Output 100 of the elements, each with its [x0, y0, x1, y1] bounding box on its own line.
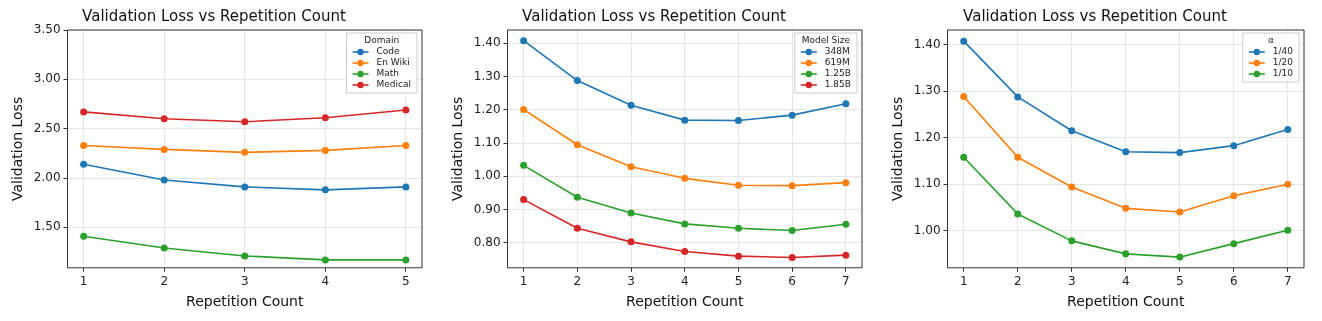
point — [321, 114, 329, 122]
point — [1014, 153, 1022, 161]
point — [321, 146, 329, 154]
point — [573, 193, 581, 201]
point — [842, 100, 850, 108]
x-axis-title: Repetition Count — [186, 293, 304, 310]
point — [1176, 208, 1184, 216]
x-tick-label: 2 — [160, 274, 169, 289]
y-axis-title: Validation Loss — [9, 96, 26, 202]
point — [160, 115, 168, 123]
point — [681, 174, 689, 182]
y-tick-label: 1.40 — [913, 36, 941, 51]
x-tick-label: 7 — [842, 274, 850, 289]
x-tick-label: 1 — [79, 274, 88, 289]
chart-title: Validation Loss vs Repetition Count — [522, 6, 787, 25]
legend-label: 1/20 — [1272, 57, 1294, 68]
legend-title: Model Size — [801, 35, 851, 46]
point — [960, 92, 968, 100]
point — [520, 105, 528, 113]
point — [80, 160, 88, 168]
y-tick-label: 0.80 — [473, 234, 501, 249]
point — [160, 176, 168, 184]
x-tick-label: 3 — [240, 274, 249, 289]
point — [1230, 192, 1238, 200]
chart-title: Validation Loss vs Repetition Count — [963, 6, 1228, 25]
y-tick-label: 1.30 — [473, 68, 501, 83]
point — [241, 118, 249, 126]
point — [321, 256, 329, 264]
y-tick-label: 2.50 — [33, 120, 61, 135]
legend-title: α — [1267, 35, 1274, 46]
legend-label: 619M — [824, 57, 850, 68]
point — [842, 251, 850, 259]
x-tick-label: 2 — [573, 274, 582, 289]
x-tick-label: 6 — [788, 274, 796, 289]
x-tick-label: 3 — [627, 274, 635, 289]
legend-label: 1.25B — [824, 68, 852, 79]
y-tick-label: 1.20 — [913, 129, 941, 144]
point — [1068, 183, 1076, 191]
point — [960, 153, 968, 161]
point — [788, 227, 796, 235]
point — [520, 161, 528, 169]
y-tick-label: 0.90 — [473, 201, 501, 216]
legend-label: 1/10 — [1272, 68, 1294, 79]
point — [402, 256, 410, 264]
point — [402, 141, 410, 149]
point — [627, 209, 635, 217]
point — [1284, 180, 1292, 188]
x-tick-label: 4 — [1121, 274, 1130, 289]
y-tick-label: 3.50 — [33, 22, 61, 37]
y-axis-title: Validation Loss — [449, 96, 466, 202]
point — [1068, 237, 1076, 245]
point — [321, 186, 329, 194]
y-tick-label: 1.00 — [473, 168, 501, 183]
point — [1014, 93, 1022, 101]
point — [1014, 210, 1022, 218]
point — [788, 253, 796, 261]
y-tick-label: 1.10 — [473, 135, 501, 150]
x-tick-label: 4 — [680, 274, 689, 289]
y-tick-label: 1.10 — [913, 176, 941, 191]
point — [734, 224, 742, 232]
x-tick-label: 2 — [1013, 274, 1022, 289]
y-tick-label: 1.50 — [33, 219, 61, 234]
point — [734, 116, 742, 124]
y-tick-label: 2.00 — [33, 170, 61, 185]
point — [1122, 148, 1130, 156]
point — [1068, 127, 1076, 135]
point — [1230, 240, 1238, 248]
point — [1230, 142, 1238, 150]
point — [1176, 253, 1184, 261]
x-tick-label: 5 — [402, 274, 410, 289]
point — [241, 252, 249, 260]
legend-title: Domain — [364, 35, 400, 46]
y-axis-title: Validation Loss — [889, 96, 906, 202]
x-tick-label: 1 — [519, 274, 528, 289]
point — [960, 37, 968, 45]
point — [80, 108, 88, 116]
x-tick-label: 6 — [1229, 274, 1238, 289]
x-tick-label: 5 — [1175, 274, 1184, 289]
legend-label: 1/40 — [1272, 46, 1294, 57]
x-axis-title: Repetition Count — [626, 293, 744, 310]
point — [402, 183, 410, 191]
point — [842, 179, 850, 187]
point — [573, 224, 581, 232]
point — [681, 248, 689, 255]
point — [573, 141, 581, 149]
point — [734, 252, 742, 260]
legend-label: Math — [376, 68, 400, 79]
x-tick-label: 7 — [1283, 274, 1292, 289]
point — [788, 182, 796, 190]
point — [1284, 125, 1292, 133]
point — [241, 148, 249, 156]
x-tick-label: 5 — [734, 274, 743, 289]
y-tick-label: 1.00 — [913, 222, 941, 237]
point — [627, 163, 635, 171]
legend-label: 1.85B — [824, 79, 852, 90]
point — [734, 181, 742, 189]
y-tick-label: 3.00 — [33, 71, 61, 86]
x-tick-label: 3 — [1067, 274, 1076, 289]
legend-label: En Wiki — [376, 57, 410, 68]
point — [1122, 204, 1130, 212]
